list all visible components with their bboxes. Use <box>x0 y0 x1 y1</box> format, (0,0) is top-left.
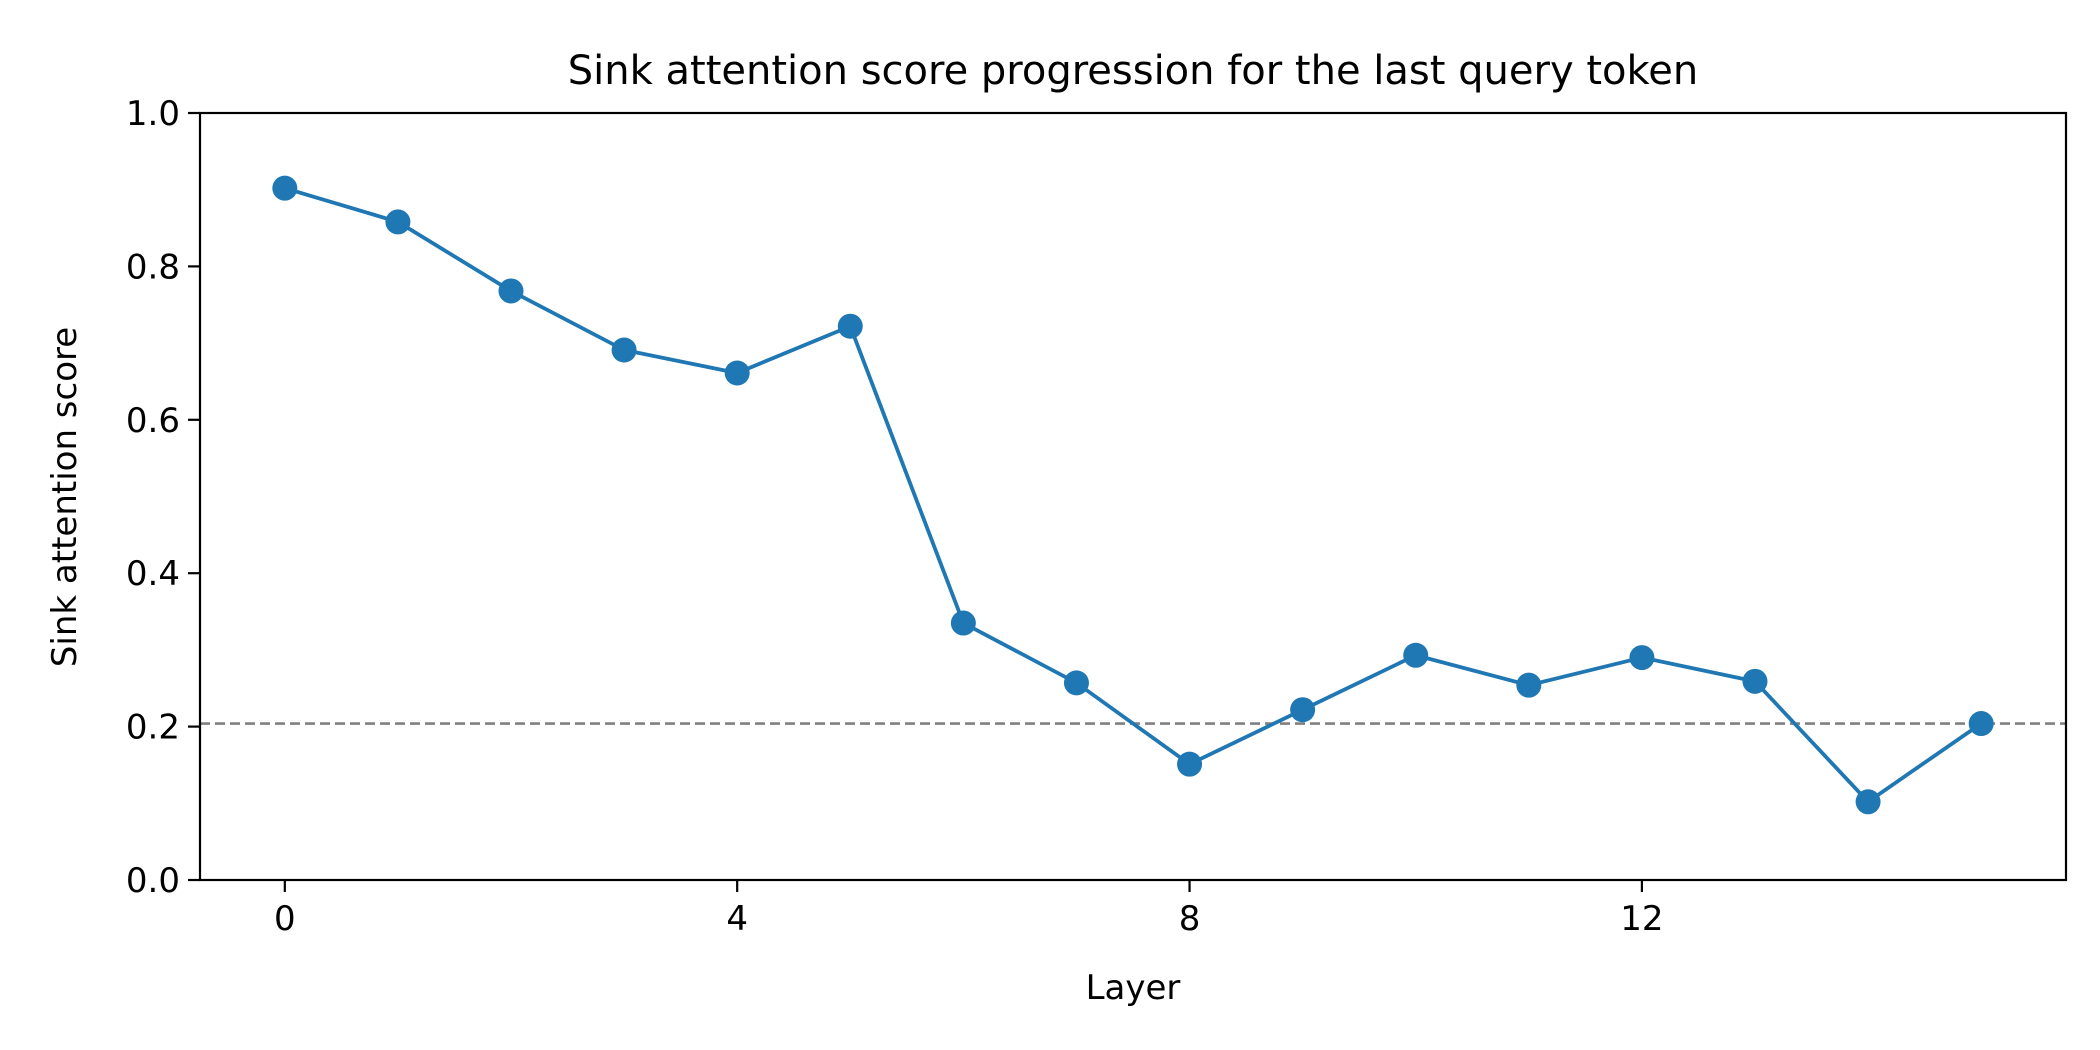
y-tick-label: 0.0 <box>126 861 180 901</box>
y-axis-title: Sink attention score <box>45 327 85 667</box>
x-tick-label: 12 <box>1620 899 1663 939</box>
data-point <box>724 360 750 386</box>
data-point <box>1063 670 1089 696</box>
chart-title: Sink attention score progression for the… <box>568 48 1698 94</box>
plot-area-frame <box>198 111 2068 882</box>
data-point <box>498 278 524 304</box>
data-point <box>1177 751 1203 777</box>
x-tick-label: 0 <box>274 899 296 939</box>
y-tick-label: 0.6 <box>126 401 180 441</box>
data-point <box>950 610 976 636</box>
data-point <box>1403 642 1429 668</box>
data-point <box>1742 668 1768 694</box>
data-point <box>385 209 411 235</box>
data-point <box>1855 789 1881 815</box>
y-tick-label: 1.0 <box>126 94 180 134</box>
data-point <box>837 313 863 339</box>
series-line <box>284 186 1983 804</box>
x-tick-label: 4 <box>726 899 748 939</box>
y-tick-label: 0.8 <box>126 247 180 287</box>
data-point <box>611 337 637 363</box>
data-point <box>1516 672 1542 698</box>
y-tick-label: 0.2 <box>126 708 180 748</box>
data-point <box>272 175 298 201</box>
ticks-layer: 0 4 8 12 0.0 0.2 0.4 0.6 0.8 1.0 <box>126 94 1664 939</box>
data-point <box>1629 645 1655 671</box>
data-point <box>1290 697 1316 723</box>
series-layer <box>272 175 1994 815</box>
data-point <box>1968 711 1994 737</box>
x-tick-label: 8 <box>1179 899 1201 939</box>
x-axis-title: Layer <box>1086 968 1181 1008</box>
y-tick-label: 0.4 <box>126 554 180 594</box>
